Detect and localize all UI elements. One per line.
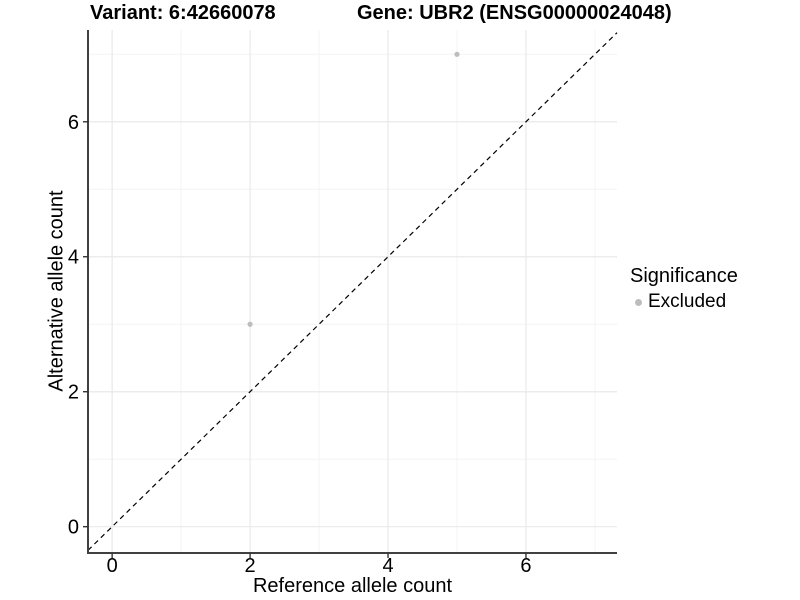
data-point [454,51,460,57]
y-axis-label: Alternative allele count [45,190,68,392]
data-points [247,51,460,327]
legend-item-excluded: Excluded [630,291,738,313]
plot-title-variant: Variant: 6:42660078 [90,2,276,24]
x-tick-label: 0 [107,555,118,577]
plot-title-gene: Gene: UBR2 (ENSG00000024048) [357,2,672,24]
identity-line [87,32,618,551]
excluded-point-icon [635,298,642,306]
axes [87,30,617,554]
x-axis-label: Reference allele count [252,575,452,597]
tick-marks [83,121,527,558]
y-tick-labels: 0 2 4 6 [68,112,79,539]
y-tick-label: 2 [68,382,79,404]
y-tick-label: 0 [68,517,79,539]
x-tick-label: 4 [382,555,393,577]
x-tick-labels: 0 2 4 6 [107,555,532,577]
grid-major [88,30,617,553]
x-tick-label: 6 [520,555,531,577]
legend-item-label: Excluded [648,291,727,312]
grid-minor [88,30,617,553]
data-point [247,321,253,327]
legend-title: Significance [630,265,738,287]
y-tick-label: 4 [68,247,79,269]
legend: Significance Excluded [630,265,738,313]
y-tick-label: 6 [68,112,79,134]
x-tick-label: 2 [245,555,256,577]
